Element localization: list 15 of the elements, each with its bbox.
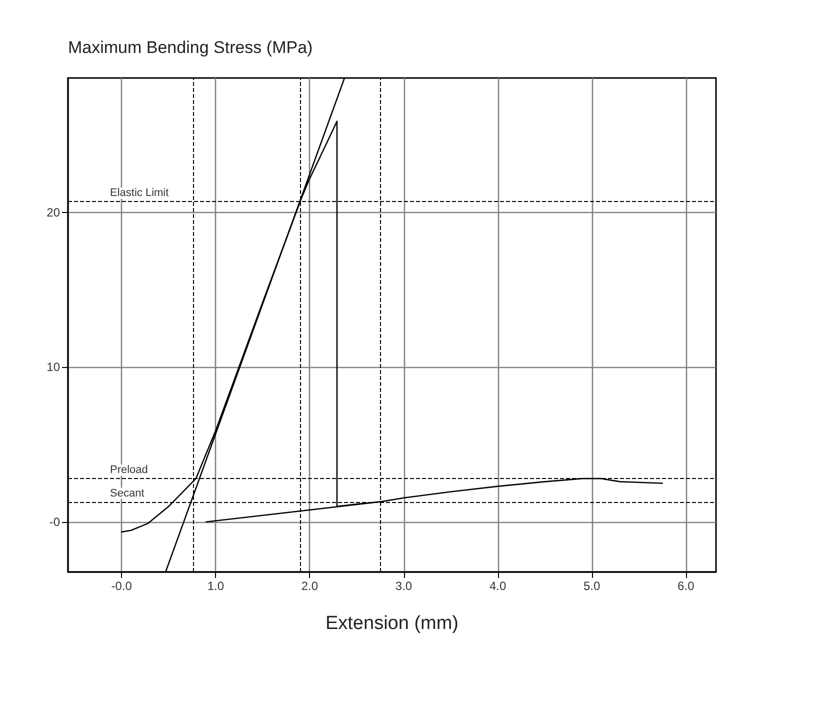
ref-line-label: Preload bbox=[110, 464, 148, 476]
x-tick-label: 5.0 bbox=[584, 579, 601, 593]
ref-line-label: Elastic Limit bbox=[110, 187, 169, 200]
ref-line-label: Secant bbox=[110, 487, 144, 500]
y-tick-label: -0 bbox=[49, 514, 60, 529]
x-tick-label: 2.0 bbox=[301, 579, 318, 593]
x-tick-label: 6.0 bbox=[678, 579, 695, 593]
x-tick-label: 3.0 bbox=[395, 579, 412, 593]
y-tick-label: 10 bbox=[46, 360, 60, 374]
x-tick-label: 4.0 bbox=[489, 579, 506, 593]
x-tick-label: 1.0 bbox=[207, 579, 224, 593]
x-axis-title: Extension (mm) bbox=[325, 613, 459, 634]
y-tick-label: 20 bbox=[46, 206, 60, 220]
x-tick-label: -0.0 bbox=[111, 579, 132, 593]
y-axis-title: Maximum Bending Stress (MPa) bbox=[68, 38, 313, 57]
